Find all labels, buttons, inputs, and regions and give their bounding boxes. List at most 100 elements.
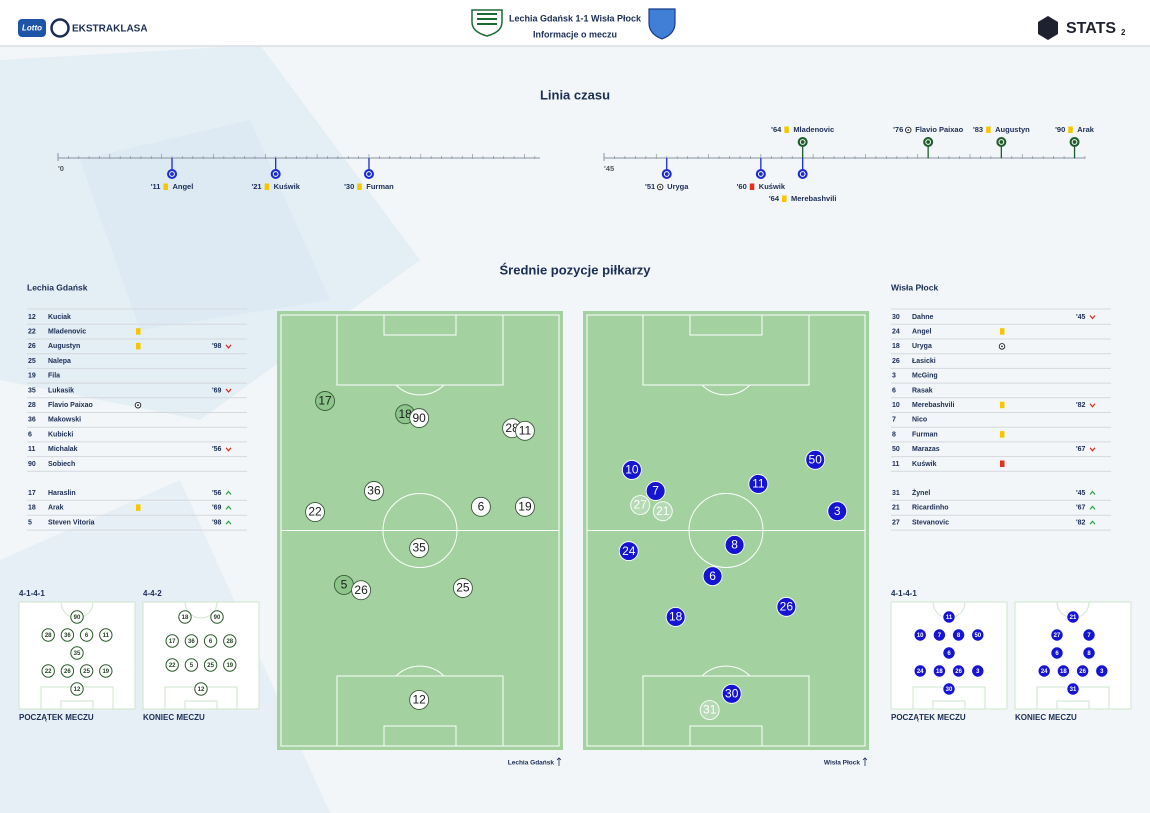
formation-player: [194, 682, 208, 696]
player-name: Kuciak: [48, 314, 71, 321]
event-label: '30 Furman: [344, 182, 394, 191]
player-position: [827, 501, 848, 522]
player-position: [721, 683, 742, 704]
event-label: '64 Merebashvili: [769, 194, 837, 203]
player-position: [351, 580, 372, 601]
player-position-number: 8: [731, 538, 738, 552]
player-position-number: 26: [780, 600, 794, 614]
formation-number: 11: [103, 633, 110, 639]
formation-player: [79, 628, 94, 642]
event-minute: '11: [151, 182, 161, 191]
sub-minute: '56: [212, 490, 222, 497]
player-number: 27: [892, 520, 900, 527]
yellow-card: [136, 504, 141, 511]
player-position-number: 50: [809, 452, 823, 466]
player-position-number: 21: [656, 504, 670, 518]
player-position: [452, 578, 473, 598]
event-player: Angel: [172, 182, 193, 191]
formation-number: 18: [1060, 669, 1067, 675]
player-position-number: 11: [519, 424, 532, 438]
player-name: Lukasik: [48, 387, 74, 394]
formation-caption: KONIEC MECZU: [1015, 713, 1077, 722]
player-name: Steven Vitoria: [48, 520, 95, 527]
sub-minute: '69: [212, 387, 222, 394]
formation-number: 27: [1054, 633, 1061, 639]
sub-in-arrow: [1089, 490, 1096, 495]
player-position: [645, 481, 666, 501]
event-player: Merebashvili: [791, 194, 836, 203]
player-number: 19: [28, 373, 36, 380]
player-position-number: 19: [518, 499, 532, 513]
formation-player: [1075, 664, 1090, 678]
goal-area: [383, 314, 457, 336]
player-position-number: 18: [669, 610, 683, 624]
event-label: '83 Augustyn: [973, 125, 1030, 134]
player-number: 31: [892, 490, 900, 497]
player-position: [665, 607, 686, 627]
formation-number: 36: [188, 639, 195, 645]
yellow-card: [264, 183, 270, 190]
formation-player: [210, 610, 224, 624]
player-name: Marazas: [912, 446, 940, 453]
player-name: Flavio Paixao: [48, 402, 93, 409]
player-name: Ricardinho: [912, 505, 949, 512]
formation-player: [1066, 610, 1080, 624]
sub-minute: '56: [212, 446, 222, 453]
player-name: Nico: [912, 417, 927, 424]
yellow-card: [1000, 431, 1005, 438]
formation-player: [70, 682, 84, 696]
sub-minute: '67: [1076, 505, 1086, 512]
formation-player: [1037, 664, 1051, 678]
player-position-number: 17: [318, 394, 332, 408]
mini-goal-area: [60, 700, 94, 710]
player-name: Dahne: [912, 314, 934, 321]
sub-in-arrow: [225, 490, 232, 495]
formation-player: [971, 664, 985, 678]
sub-out-arrow: [1089, 403, 1096, 408]
player-position: [748, 474, 769, 494]
player-number: 26: [892, 358, 900, 365]
formation-number: 8: [957, 633, 961, 639]
lineup-row: 36 Makowski: [27, 417, 247, 428]
player-name: Nalepa: [48, 358, 71, 365]
formation-number: 21: [1070, 615, 1077, 621]
formation-caption: POCZĄTEK MECZU: [891, 713, 966, 722]
formation-number: 24: [1041, 669, 1048, 675]
goal-area: [689, 314, 763, 336]
formation-player: [184, 634, 199, 648]
stats-sub: 2: [1121, 28, 1126, 37]
event-player: Augustyn: [995, 125, 1030, 134]
formation-label: 4-1-4-1: [19, 589, 45, 598]
yellow-card: [357, 183, 362, 190]
player-number: 11: [28, 446, 36, 453]
brand: EKSTRAKLASA: [72, 24, 148, 35]
team-name: Lechia Gdańsk: [27, 282, 88, 292]
formation-number: 8: [1087, 651, 1091, 657]
pitch-direction: [556, 757, 562, 766]
formation-player: [41, 628, 55, 642]
stats-logo: [1038, 16, 1058, 40]
player-position: [409, 538, 430, 559]
player-position: [409, 690, 430, 710]
player-position-number: 31: [703, 703, 717, 717]
event-minute: '83: [973, 125, 983, 134]
formation-number: 6: [85, 633, 89, 639]
player-number: 21: [892, 505, 900, 512]
player-position-number: 12: [412, 693, 426, 707]
event-label: '51 Uryga: [645, 182, 689, 191]
player-position-number: 27: [634, 498, 648, 512]
event-label: '64 Mladenovic: [771, 125, 834, 134]
event-pin-ring: [169, 171, 175, 177]
yellow-card: [1000, 401, 1005, 409]
player-position-number: 24: [622, 544, 636, 558]
lineup-row: 10 Merebashvili '82: [891, 401, 1111, 413]
event-label: '90 Arak: [1055, 125, 1095, 134]
goal-icon-dot: [137, 404, 139, 407]
player-position: [515, 420, 535, 441]
yellow-card: [782, 195, 787, 202]
formation-player: [178, 610, 192, 624]
player-position: [409, 408, 430, 429]
player-number: 28: [28, 402, 36, 409]
goal-icon-dot: [907, 129, 910, 131]
event-pin: [755, 169, 766, 179]
